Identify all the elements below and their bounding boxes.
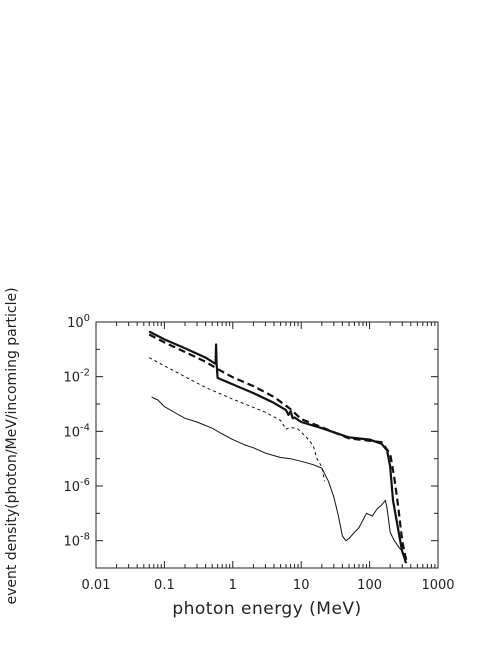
y-tick-label: 10-4 bbox=[63, 422, 90, 440]
series-layer bbox=[148, 330, 408, 564]
y-tick-label: 10-6 bbox=[63, 477, 90, 495]
y-tick-label: 10-2 bbox=[63, 368, 90, 386]
plot-frame bbox=[95, 321, 439, 569]
series-line-1 bbox=[148, 330, 408, 564]
x-axis-title: photon energy (MeV) bbox=[172, 599, 361, 619]
x-tick-label: 0.01 bbox=[82, 578, 111, 593]
y-axis-title: event density(photon/MeV/incoming partic… bbox=[4, 287, 20, 604]
x-tick-labels: 0.01 0.1 1 10 100 1000 bbox=[82, 578, 455, 593]
series-line-3 bbox=[148, 357, 326, 482]
x-tick-label: 10 bbox=[293, 578, 310, 593]
y-tick-label: 10-8 bbox=[63, 532, 90, 550]
x-tick-label: 1000 bbox=[421, 578, 454, 593]
y-tick-label: 100 bbox=[67, 313, 90, 331]
series-line-4 bbox=[151, 396, 406, 556]
x-tick-label: 100 bbox=[357, 578, 382, 593]
tick-marks bbox=[95, 321, 438, 569]
x-tick-label: 0.1 bbox=[154, 578, 175, 593]
y-tick-labels: 100 10-2 10-4 10-6 10-8 bbox=[63, 313, 90, 550]
x-tick-label: 1 bbox=[229, 578, 237, 593]
series-line-2 bbox=[148, 333, 408, 564]
